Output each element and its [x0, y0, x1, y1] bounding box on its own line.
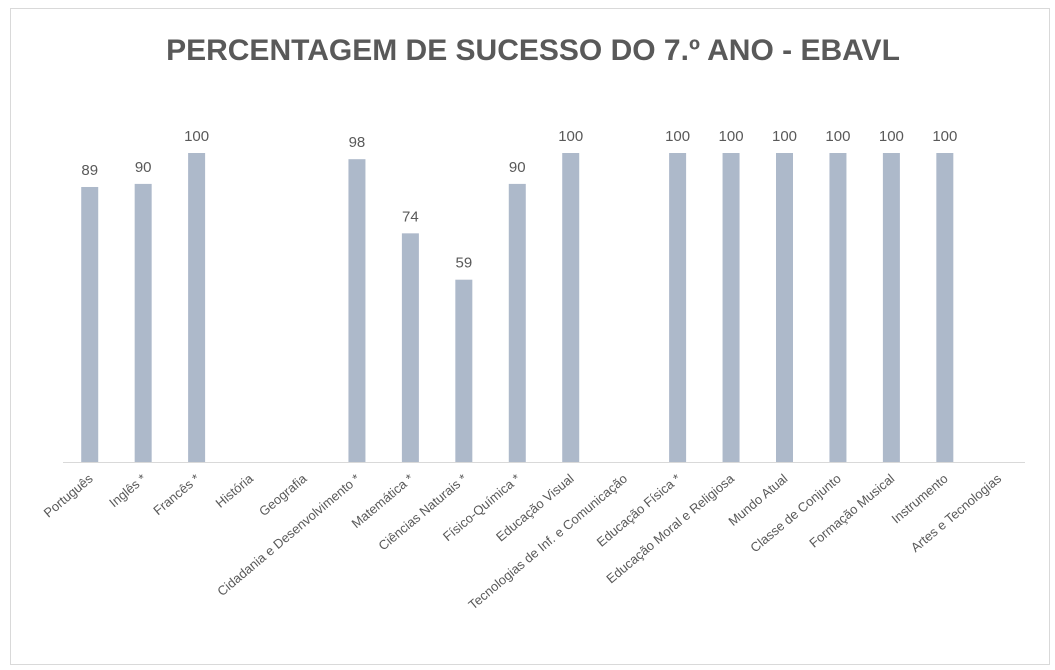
data-label: 100	[665, 128, 690, 145]
bar	[776, 153, 793, 462]
data-label: 98	[349, 134, 366, 151]
bar	[562, 153, 580, 462]
bar	[188, 153, 206, 462]
data-label: 100	[932, 128, 957, 145]
data-label: 100	[825, 128, 850, 145]
bar	[936, 153, 954, 462]
bar	[134, 183, 152, 462]
bar	[669, 153, 687, 462]
bar	[882, 153, 900, 462]
data-label: 74	[402, 208, 419, 225]
chart-border	[10, 8, 1050, 665]
data-label: 100	[772, 128, 797, 145]
chart-title: PERCENTAGEM DE SUCESSO DO 7.º ANO - EBAV…	[166, 34, 900, 67]
bar	[722, 153, 740, 462]
data-label: 89	[81, 162, 98, 179]
bar	[401, 233, 419, 462]
bar	[508, 183, 526, 462]
data-label: 59	[455, 255, 472, 272]
data-label: 100	[184, 128, 209, 145]
data-label: 90	[509, 159, 526, 176]
bar	[81, 186, 99, 463]
bar	[829, 153, 847, 462]
data-label: 90	[135, 159, 152, 176]
data-label: 100	[719, 128, 744, 145]
bar	[455, 279, 473, 462]
bar	[348, 159, 366, 462]
data-label: 100	[558, 128, 583, 145]
data-label: 100	[879, 128, 904, 145]
